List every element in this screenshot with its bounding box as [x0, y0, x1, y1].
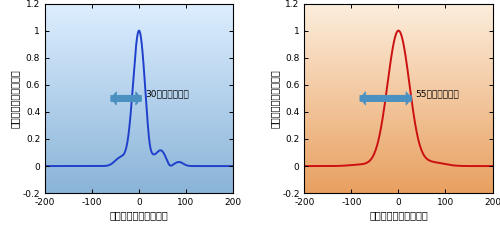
Text: 55ナノメートル: 55ナノメートル [416, 90, 459, 99]
X-axis label: 位置（ナノメートル）: 位置（ナノメートル） [369, 210, 428, 220]
FancyArrow shape [360, 92, 412, 105]
FancyArrow shape [360, 92, 412, 105]
FancyArrow shape [111, 92, 142, 105]
Y-axis label: 強度（任意スケール）: 強度（任意スケール） [10, 69, 20, 128]
X-axis label: 位置（ナノメートル）: 位置（ナノメートル） [110, 210, 168, 220]
Y-axis label: 強度（任意スケール）: 強度（任意スケール） [270, 69, 280, 128]
Text: 30ナノメートル: 30ナノメートル [145, 90, 189, 99]
FancyArrow shape [111, 92, 142, 105]
